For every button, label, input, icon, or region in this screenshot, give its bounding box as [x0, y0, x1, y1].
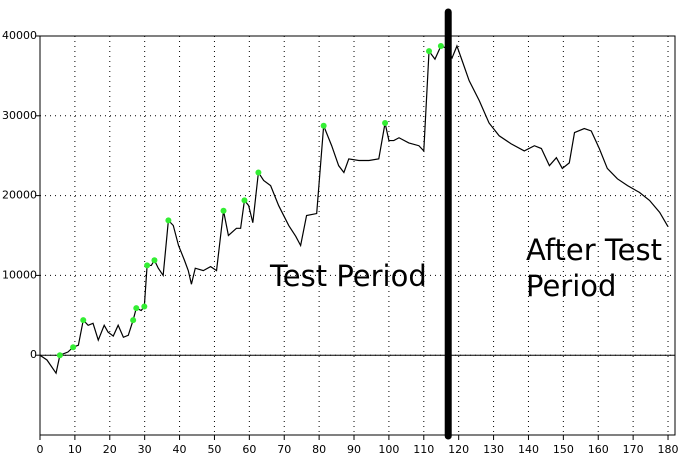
x-tick-label: 170	[623, 443, 644, 456]
x-tick-label: 120	[448, 443, 469, 456]
high-marker	[56, 352, 63, 359]
high-marker	[426, 48, 433, 55]
x-tick-label: 80	[312, 443, 326, 456]
high-marker	[70, 344, 77, 351]
x-tick-label: 40	[173, 443, 187, 456]
y-tick-label: 30000	[2, 109, 37, 122]
high-marker	[141, 303, 148, 310]
x-tick-label: 70	[277, 443, 291, 456]
x-tick-label: 50	[207, 443, 221, 456]
x-tick-label: 130	[483, 443, 504, 456]
x-tick-label: 60	[242, 443, 256, 456]
high-marker	[133, 305, 140, 312]
y-tick-label: 20000	[2, 189, 37, 202]
high-marker	[320, 122, 327, 129]
high-marker	[255, 169, 262, 176]
high-marker	[144, 262, 151, 269]
x-tick-label: 30	[138, 443, 152, 456]
annotation: Test Period	[269, 259, 427, 293]
high-marker	[220, 207, 227, 214]
high-marker	[382, 119, 389, 126]
x-tick-label: 10	[68, 443, 82, 456]
high-marker	[165, 217, 172, 224]
x-tick-label: 0	[37, 443, 44, 456]
x-tick-label: 90	[347, 443, 361, 456]
plot-frame	[39, 35, 676, 436]
annotation: After Test Period	[526, 233, 662, 303]
x-tick-label: 100	[378, 443, 399, 456]
x-tick-label: 20	[103, 443, 117, 456]
x-tick-label: 140	[518, 443, 539, 456]
high-marker	[151, 257, 158, 264]
high-marker	[241, 197, 248, 204]
high-marker	[130, 317, 137, 324]
y-tick-label: 40000	[2, 29, 37, 42]
x-tick-label: 150	[553, 443, 574, 456]
x-tick-label: 180	[658, 443, 679, 456]
x-tick-label: 160	[588, 443, 609, 456]
x-tick-label: 110	[413, 443, 434, 456]
line	[39, 44, 669, 375]
y-tick-label: 10000	[2, 268, 37, 281]
high-marker	[437, 42, 444, 49]
high-marker	[80, 317, 87, 324]
y-tick-label: 0	[30, 348, 37, 361]
